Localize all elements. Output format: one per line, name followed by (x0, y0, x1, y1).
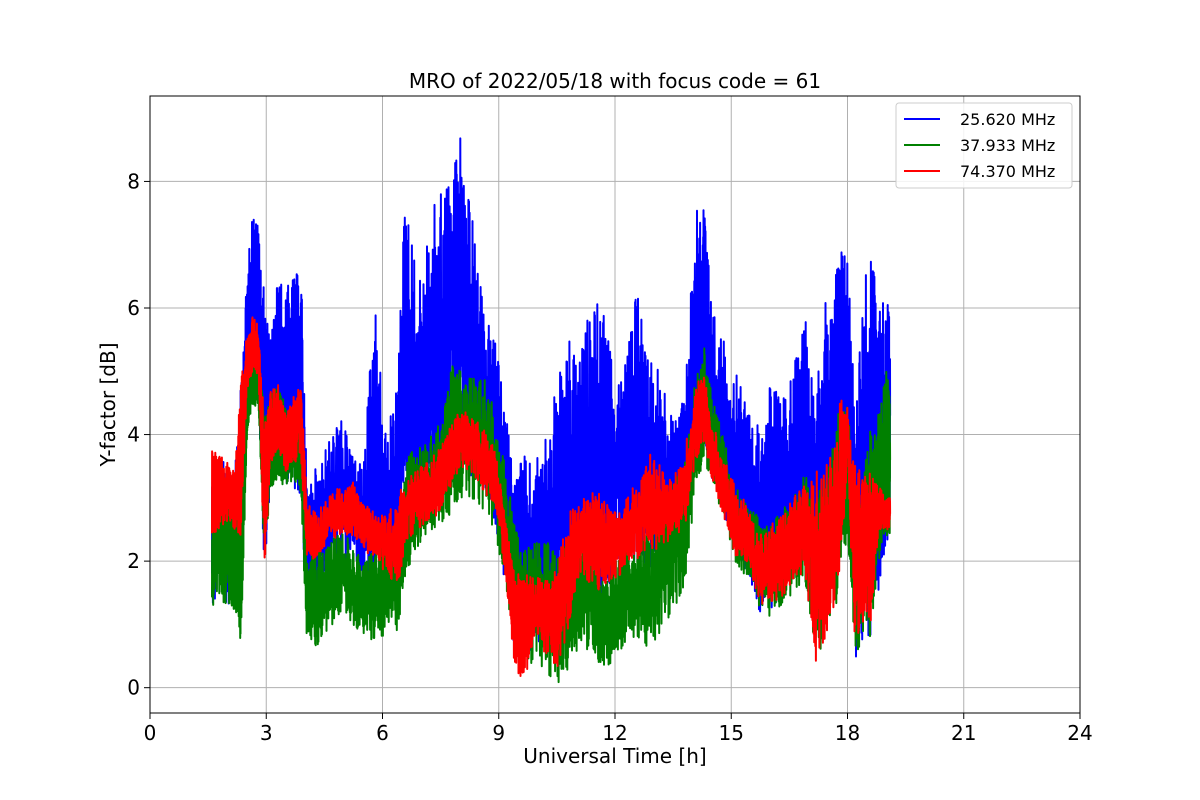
x-tick-label: 21 (951, 721, 976, 745)
series-line-74-370-mhz (211, 316, 892, 677)
y-tick-label: 8 (127, 169, 140, 193)
x-axis-label: Universal Time [h] (523, 744, 706, 768)
x-tick-label: 15 (719, 721, 744, 745)
y-tick-label: 2 (127, 549, 140, 573)
y-tick-label: 6 (127, 296, 140, 320)
x-tick-label: 3 (260, 721, 273, 745)
x-tick-label: 0 (144, 721, 157, 745)
legend-label-37933: 37.933 MHz (960, 136, 1055, 155)
legend-label-74370: 74.370 MHz (960, 162, 1055, 181)
x-tick-label: 6 (376, 721, 389, 745)
y-tick-label: 0 (127, 676, 140, 700)
y-tick-label: 4 (127, 423, 140, 447)
series-layer (211, 137, 892, 684)
legend-label-25620: 25.620 MHz (960, 110, 1055, 129)
y-axis-label: Y-factor [dB] (96, 342, 120, 467)
chart-title: MRO of 2022/05/18 with focus code = 61 (409, 69, 821, 93)
legend-box (895, 102, 1073, 189)
x-tick-label: 9 (492, 721, 505, 745)
x-tick-label: 12 (602, 721, 627, 745)
legend: 25.620 MHz 37.933 MHz 74.370 MHz (895, 102, 1073, 189)
x-tick-label: 18 (835, 721, 860, 745)
x-tick-label: 24 (1067, 721, 1092, 745)
